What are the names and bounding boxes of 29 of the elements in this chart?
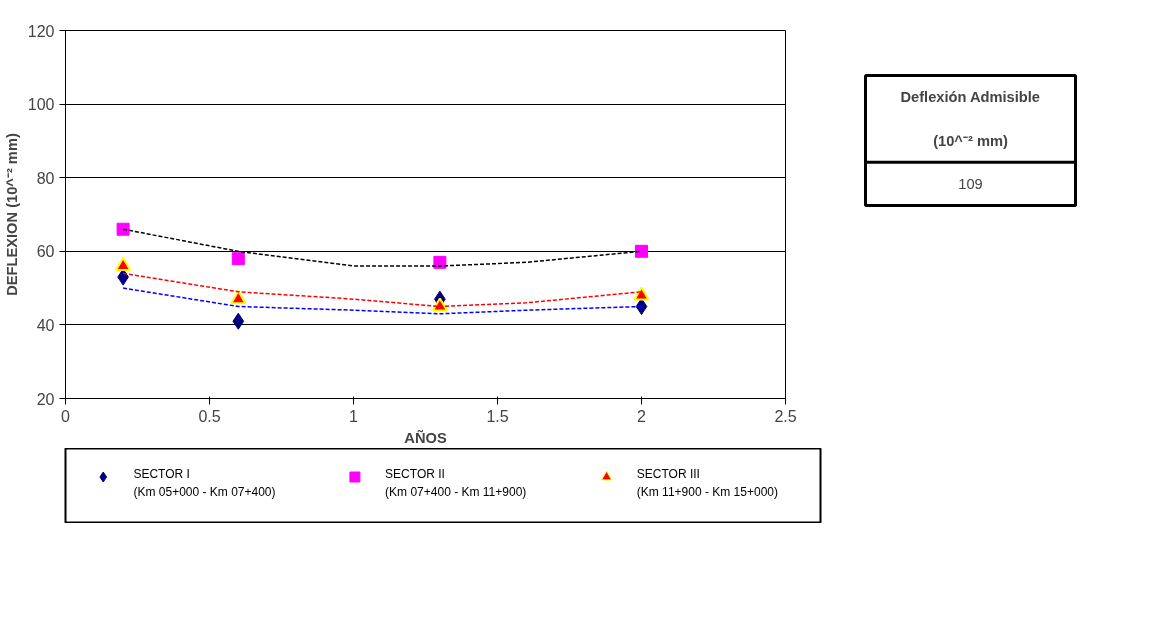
y-tick-label: 80 xyxy=(36,169,55,187)
point xyxy=(232,312,245,330)
x-tick-label: 2.5 xyxy=(774,407,797,425)
point xyxy=(230,290,247,305)
x-tick-label: 0.5 xyxy=(198,407,221,425)
x-axis-title: AÑOS xyxy=(404,428,447,446)
y-tick-label: 120 xyxy=(27,22,55,40)
point xyxy=(231,252,245,266)
text: Deflexión Admisible xyxy=(900,89,1041,106)
x-tick-label: 1 xyxy=(349,407,359,425)
point xyxy=(116,222,130,236)
x-tick-label: 1.5 xyxy=(486,407,509,425)
point xyxy=(431,297,448,312)
y-tick-label: 100 xyxy=(27,96,55,114)
legend-label: SECTOR II (Km 07+400 - Km 11+900) xyxy=(385,467,527,500)
y-tick-label: 40 xyxy=(36,316,55,334)
text: (10^⁻² mm) xyxy=(933,132,1008,149)
y-tick-label: 20 xyxy=(36,390,55,408)
legend-label: SECTOR III (Km 11+900 - Km 15+000) xyxy=(636,467,778,500)
legend-label: SECTOR I (Km 05+000 - Km 07+400) xyxy=(133,467,276,500)
y-tick-label: 60 xyxy=(36,243,55,261)
y-axis-title: DEFLEXION (10^⁻² mm) xyxy=(3,133,20,296)
point xyxy=(635,244,648,258)
text: 109 xyxy=(958,175,983,192)
point xyxy=(633,286,650,301)
x-tick-label: 2 xyxy=(637,407,647,425)
point xyxy=(115,256,132,272)
x-tick-label: 0 xyxy=(61,407,71,425)
point xyxy=(635,298,648,315)
